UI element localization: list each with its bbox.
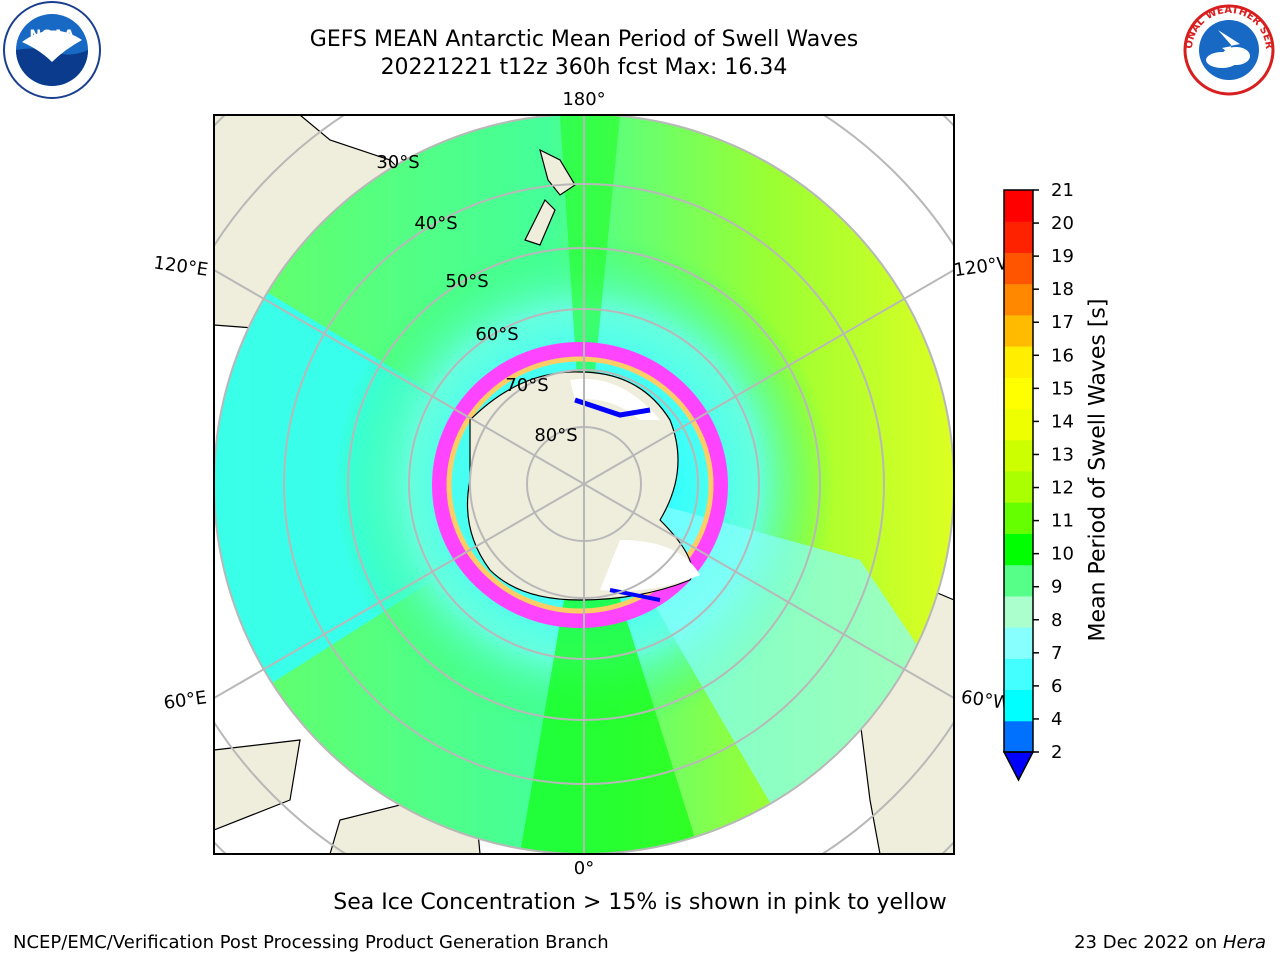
- colorbar-segment: [1004, 689, 1033, 722]
- colorbar-tick-label: 17: [1051, 312, 1074, 333]
- footer-credit: NCEP/EMC/Verification Post Processing Pr…: [13, 932, 609, 953]
- lat-label-80s: 80°S: [534, 425, 577, 446]
- colorbar-tick-label: 20: [1051, 213, 1074, 234]
- lon-label-0: 0°: [574, 858, 594, 879]
- colorbar-frame: [1003, 189, 1034, 753]
- colorbar-segment: [1004, 314, 1033, 347]
- colorbar-segment: [1004, 221, 1033, 253]
- colorbar-segment: [1004, 658, 1033, 691]
- lat-label-70s: 70°S: [505, 375, 548, 396]
- colorbar-tick-label: 13: [1051, 444, 1074, 465]
- colorbar-segment: [1004, 471, 1033, 503]
- footer-host: Hera: [1222, 932, 1266, 953]
- lat-label-40s: 40°S: [414, 213, 457, 234]
- colorbar-segment: [1004, 533, 1033, 566]
- colorbar-segment: [1004, 502, 1033, 534]
- colorbar-tick-label: 21: [1051, 180, 1074, 201]
- colorbar-tick-label: 2: [1051, 742, 1062, 763]
- colorbar-segment: [1004, 252, 1033, 285]
- colorbar-segment: [1004, 346, 1033, 378]
- colorbar: 2 4 6 7 8 9 10 11 12 13 14 15 16 17 18 19 20 21: [1002, 180, 1074, 782]
- colorbar-tick-label: 12: [1051, 478, 1074, 499]
- colorbar-tick-label: 19: [1051, 246, 1074, 267]
- graticule: [214, 115, 954, 854]
- colorbar-tick-label: 9: [1051, 577, 1062, 598]
- lon-label-180: 180°: [562, 89, 605, 110]
- noaa-logo-text: NOAA: [30, 28, 75, 44]
- lon-label-120e: 120°E: [152, 252, 209, 280]
- colorbar-segment: [1004, 720, 1033, 753]
- colorbar-segment: [1004, 564, 1033, 597]
- colorbar-label: Mean Period of Swell Waves [s]: [1085, 298, 1111, 642]
- chart-title: GEFS MEAN Antarctic Mean Period of Swell…: [309, 27, 859, 52]
- sea-ice-caption: Sea Ice Concentration > 15% is shown in …: [333, 890, 947, 915]
- colorbar-segment: [1004, 595, 1033, 628]
- colorbar-segment: [1004, 408, 1033, 441]
- footer-date: 23 Dec 2022 on Hera: [1074, 932, 1266, 953]
- colorbar-tick-label: 15: [1051, 378, 1074, 399]
- colorbar-tick-label: 10: [1051, 544, 1074, 565]
- land-new-zealand: [524, 148, 576, 246]
- colorbar-under-arrow: [1002, 751, 1035, 782]
- lat-label-60s: 60°S: [475, 324, 518, 345]
- colorbar-tick-label: 14: [1051, 411, 1074, 432]
- lat-label-50s: 50°S: [445, 271, 488, 292]
- land-madagascar: [214, 739, 301, 831]
- colorbar-tick-label: 6: [1051, 676, 1062, 697]
- map-frame: [213, 114, 955, 855]
- colorbar-tick-label: 16: [1051, 345, 1074, 366]
- colorbar-tick-label: 7: [1051, 643, 1062, 664]
- footer-date-text: 23 Dec 2022 on: [1074, 932, 1223, 953]
- colorbar-tick-label: 18: [1051, 279, 1074, 300]
- colorbar-segment: [1004, 627, 1033, 659]
- lat-label-30s: 30°S: [376, 152, 419, 173]
- noaa-logo: NOAA: [3, 1, 101, 99]
- colorbar-tick-label: 11: [1051, 511, 1074, 532]
- colorbar-segment: [1004, 190, 1033, 222]
- colorbar-segment: [1004, 439, 1033, 472]
- sea-ice-ring: [432, 342, 728, 628]
- nws-logo: NATIONAL WEATHER SERVICE: [1178, 0, 1275, 96]
- colorbar-tick-label: 8: [1051, 610, 1062, 631]
- colorbar-segment: [1004, 283, 1033, 316]
- colorbar-segment: [1004, 377, 1033, 410]
- colorbar-tick-label: 4: [1051, 709, 1062, 730]
- chart-subtitle: 20221221 t12z 360h fcst Max: 16.34: [380, 55, 788, 80]
- lon-label-60e: 60°E: [162, 687, 208, 714]
